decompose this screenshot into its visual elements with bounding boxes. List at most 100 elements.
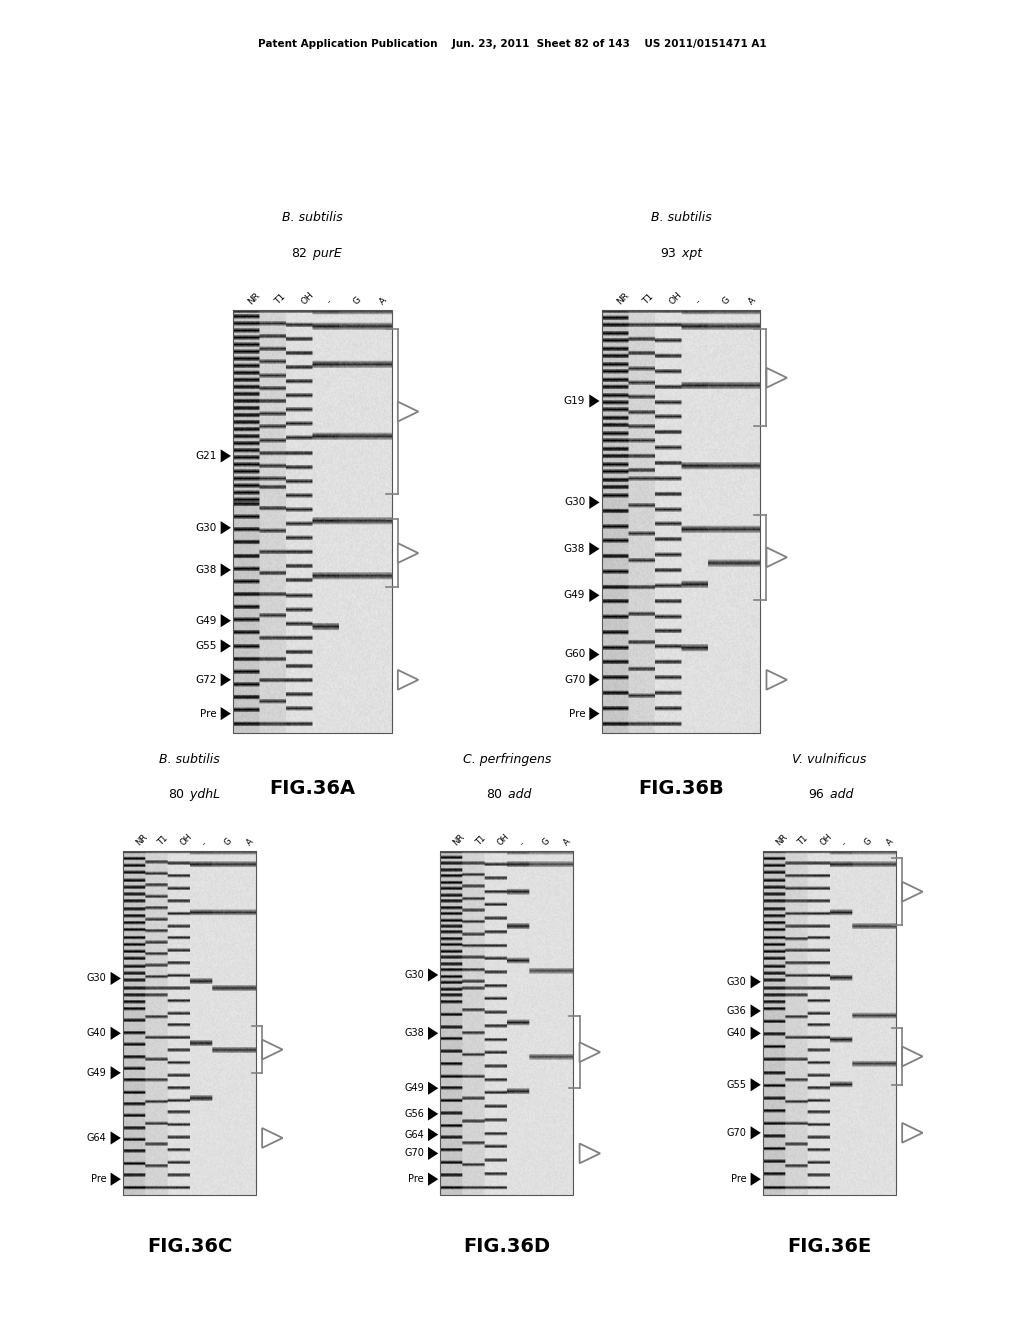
Text: G70: G70 — [404, 1148, 424, 1159]
Text: Pre: Pre — [409, 1175, 424, 1184]
Text: G70: G70 — [564, 675, 586, 685]
Polygon shape — [428, 1127, 438, 1140]
Polygon shape — [590, 589, 600, 602]
Text: FIG.36B: FIG.36B — [638, 779, 724, 797]
Polygon shape — [428, 1081, 438, 1094]
Text: T1: T1 — [641, 292, 655, 306]
Text: 93: 93 — [660, 247, 676, 260]
Text: add: add — [826, 788, 854, 801]
Polygon shape — [397, 671, 419, 689]
Text: G49: G49 — [87, 1068, 106, 1077]
Text: G60: G60 — [564, 649, 586, 660]
Polygon shape — [590, 543, 600, 556]
Text: FIG.36A: FIG.36A — [269, 779, 355, 797]
Polygon shape — [220, 708, 230, 721]
Polygon shape — [766, 548, 787, 568]
Text: Pre: Pre — [731, 1175, 746, 1184]
Text: G19: G19 — [564, 396, 586, 407]
Text: purE: purE — [309, 247, 342, 260]
Text: xpt: xpt — [678, 247, 702, 260]
Text: OH: OH — [496, 832, 511, 847]
Text: 96: 96 — [809, 788, 824, 801]
Text: T1: T1 — [156, 834, 170, 847]
Text: B. subtilis: B. subtilis — [282, 211, 343, 224]
Text: G38: G38 — [564, 544, 586, 554]
Polygon shape — [902, 1123, 923, 1143]
Text: G40: G40 — [727, 1028, 746, 1039]
Polygon shape — [220, 673, 230, 686]
Bar — [440, 851, 573, 1195]
Text: V. vulnificus: V. vulnificus — [793, 752, 866, 766]
Polygon shape — [220, 564, 230, 577]
Polygon shape — [751, 975, 761, 989]
Text: G30: G30 — [727, 977, 746, 987]
Text: A: A — [245, 837, 255, 847]
Polygon shape — [902, 882, 923, 902]
Text: NR: NR — [452, 833, 467, 847]
Polygon shape — [220, 449, 230, 462]
Polygon shape — [111, 1131, 121, 1144]
Polygon shape — [428, 1027, 438, 1040]
Polygon shape — [111, 1067, 121, 1080]
Text: OH: OH — [178, 832, 194, 847]
Text: G72: G72 — [196, 675, 216, 685]
Text: C. perfringens: C. perfringens — [463, 752, 551, 766]
Polygon shape — [590, 708, 600, 721]
Text: G38: G38 — [196, 565, 216, 576]
Polygon shape — [590, 648, 600, 661]
Text: A: A — [748, 296, 758, 306]
Text: OH: OH — [299, 290, 315, 306]
Text: G49: G49 — [196, 615, 216, 626]
Polygon shape — [751, 1126, 761, 1139]
Polygon shape — [111, 1172, 121, 1185]
Polygon shape — [751, 1005, 761, 1018]
Text: G55: G55 — [726, 1080, 746, 1090]
Text: 80: 80 — [168, 788, 184, 801]
Text: OH: OH — [668, 290, 684, 306]
Text: G64: G64 — [404, 1130, 424, 1139]
Polygon shape — [590, 496, 600, 510]
Polygon shape — [766, 368, 787, 388]
Text: G30: G30 — [196, 523, 216, 533]
Polygon shape — [590, 395, 600, 408]
Bar — [602, 310, 760, 733]
Polygon shape — [220, 521, 230, 535]
Polygon shape — [428, 1107, 438, 1121]
Text: G40: G40 — [87, 1028, 106, 1039]
Polygon shape — [751, 1027, 761, 1040]
Bar — [763, 851, 896, 1195]
Text: G30: G30 — [564, 498, 586, 507]
Polygon shape — [397, 401, 419, 421]
Text: -: - — [518, 840, 526, 847]
Text: G30: G30 — [404, 970, 424, 979]
Text: G: G — [541, 837, 551, 847]
Text: G49: G49 — [404, 1084, 424, 1093]
Text: G21: G21 — [196, 451, 216, 461]
Text: G64: G64 — [87, 1133, 106, 1143]
Polygon shape — [220, 614, 230, 627]
Text: G36: G36 — [727, 1006, 746, 1016]
Text: NR: NR — [246, 290, 262, 306]
Polygon shape — [428, 1172, 438, 1185]
Text: 82: 82 — [291, 247, 307, 260]
Text: -: - — [201, 840, 209, 847]
Text: G: G — [721, 294, 732, 306]
Text: OH: OH — [818, 832, 834, 847]
Text: A: A — [379, 296, 389, 306]
Text: G56: G56 — [404, 1109, 424, 1119]
Text: -: - — [841, 840, 849, 847]
Text: FIG.36D: FIG.36D — [463, 1237, 551, 1255]
Text: B. subtilis: B. subtilis — [159, 752, 220, 766]
Polygon shape — [590, 673, 600, 686]
Text: Pre: Pre — [200, 709, 216, 718]
Polygon shape — [397, 544, 419, 562]
Text: Pre: Pre — [91, 1175, 106, 1184]
Polygon shape — [220, 639, 230, 652]
Polygon shape — [262, 1129, 283, 1148]
Text: G70: G70 — [727, 1127, 746, 1138]
Text: G38: G38 — [404, 1028, 424, 1039]
Polygon shape — [580, 1143, 600, 1163]
Text: NR: NR — [134, 833, 150, 847]
Polygon shape — [580, 1043, 600, 1063]
Text: T1: T1 — [797, 834, 810, 847]
